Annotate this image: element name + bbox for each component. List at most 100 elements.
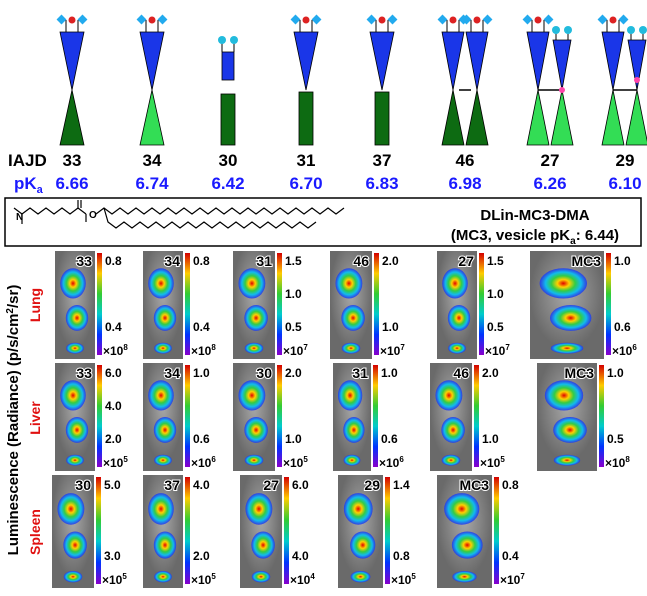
- pka-sub: a: [37, 184, 44, 196]
- colorbar: [606, 253, 611, 355]
- head: [552, 26, 560, 34]
- head: [291, 15, 301, 25]
- panel-id: 33: [76, 365, 92, 381]
- unit-exp: 5: [211, 572, 216, 581]
- linker-dot: [559, 87, 565, 93]
- signal-blob: [342, 343, 360, 354]
- head: [438, 15, 448, 25]
- unit-base: ×10: [191, 456, 212, 470]
- signal-blob: [60, 268, 86, 298]
- unit-exp: 4: [310, 572, 315, 581]
- colorbar: [479, 253, 484, 355]
- scale-unit: ×107: [500, 572, 525, 587]
- scale-unit: ×106: [612, 343, 637, 358]
- scale-label: 2.0: [193, 549, 210, 563]
- colorbar: [185, 253, 190, 355]
- iajd-id: 37: [373, 151, 392, 170]
- signal-blob: [553, 417, 587, 443]
- tail: [466, 90, 488, 145]
- axis-main: Luminescence (Radiance) (p/s/cm: [5, 314, 22, 556]
- colorbar: [494, 477, 499, 584]
- scale-label: 1.0: [487, 287, 504, 301]
- signal-blob: [448, 305, 470, 331]
- signal-blob: [66, 417, 88, 443]
- panel-id: MC3: [571, 253, 601, 269]
- signal-blob: [245, 493, 272, 525]
- scale-unit: ×104: [290, 572, 315, 587]
- panel-id: 27: [458, 253, 474, 269]
- unit-base: ×10: [191, 573, 212, 587]
- head: [69, 17, 76, 24]
- scale-label: 3.0: [104, 549, 121, 563]
- panel-id: 37: [164, 477, 180, 493]
- scale-label: 1.0: [193, 366, 210, 380]
- tail: [553, 40, 571, 90]
- pka-value: 6.26: [533, 174, 566, 193]
- reference-note: (MC3, vesicle pKa: 6.44): [451, 227, 619, 247]
- signal-blob: [435, 380, 462, 410]
- head: [230, 36, 238, 44]
- panel-id: 27: [263, 477, 279, 493]
- head: [639, 26, 647, 34]
- pka-value: 6.70: [289, 174, 322, 193]
- unit-exp: 5: [411, 572, 416, 581]
- unit-exp: 8: [625, 455, 630, 464]
- scale-label: 5.0: [104, 478, 121, 492]
- scale-label: 1.0: [382, 320, 399, 334]
- scale-label: 2.0: [285, 366, 302, 380]
- atom-label: N: [16, 212, 23, 223]
- colorbar: [385, 477, 390, 584]
- unit-base: ×10: [191, 344, 212, 358]
- signal-blob: [350, 532, 375, 559]
- organ-label: Liver: [27, 401, 43, 435]
- head: [564, 26, 572, 34]
- signal-blob: [344, 493, 373, 525]
- scale-label: 1.5: [487, 254, 504, 268]
- colorbar: [96, 477, 101, 584]
- content: IAJDpKa336.66346.74306.42316.70376.83466…: [5, 151, 642, 588]
- head: [388, 15, 398, 25]
- pka-value: 6.42: [211, 174, 244, 193]
- signal-blob: [60, 380, 86, 410]
- unit-base: ×10: [380, 344, 401, 358]
- pka-value: 6.66: [55, 174, 88, 193]
- tail: [222, 52, 234, 80]
- unit-exp: 8: [211, 343, 216, 352]
- scale-unit: ×105: [480, 455, 505, 470]
- panel-id: 30: [256, 365, 272, 381]
- unit-base: ×10: [102, 573, 123, 587]
- signal-blob: [244, 305, 268, 331]
- unit-exp: 7: [400, 343, 405, 352]
- signal-blob: [154, 571, 172, 582]
- pka-value: 6.98: [448, 174, 481, 193]
- scale-label: 1.0: [381, 366, 398, 380]
- signal-blob: [442, 455, 460, 466]
- atom-label: O: [89, 210, 97, 221]
- signal-blob: [154, 532, 176, 559]
- head: [619, 15, 629, 25]
- unit-base: ×10: [290, 573, 311, 587]
- organ-label: Spleen: [27, 509, 43, 555]
- unit-base: ×10: [379, 456, 400, 470]
- tail: [375, 92, 389, 145]
- iajd-id: 46: [456, 151, 475, 170]
- scale-label: 0.5: [487, 320, 504, 334]
- unit-base: ×10: [605, 456, 626, 470]
- head: [474, 17, 481, 24]
- signal-blob: [550, 305, 591, 331]
- tail: [60, 90, 84, 145]
- scale-label: 2.0: [382, 254, 399, 268]
- tail: [294, 32, 318, 90]
- scale-label: 0.6: [614, 320, 631, 334]
- signal-blob: [335, 268, 362, 298]
- signal-blob: [251, 532, 275, 559]
- signal-blob: [238, 268, 265, 298]
- signal-blob: [441, 417, 465, 443]
- axis-label: Luminescence (Radiance) (p/s/cm2/sr): [5, 285, 22, 556]
- signal-blob: [63, 532, 87, 559]
- tail: [602, 32, 624, 90]
- signal-blob: [448, 343, 466, 354]
- signal-blob: [452, 532, 483, 559]
- iajd-id: 27: [541, 151, 560, 170]
- iajd-id: 33: [63, 151, 82, 170]
